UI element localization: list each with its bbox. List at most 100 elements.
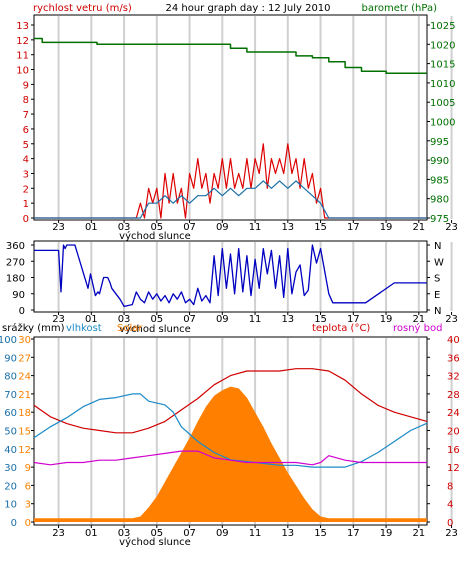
x-tick-label: 05 [150, 314, 163, 325]
y-tick-label: 70 [4, 390, 17, 401]
x-tick-label: 01 [85, 314, 98, 325]
x-tick-label: 15 [314, 222, 327, 233]
chart2-x-ticks: 23 01 03 05 07 09 11 13 15 17 19 21 23 [52, 312, 458, 325]
y-tick-label: S [434, 274, 440, 285]
y-tick-label: 12 [16, 36, 29, 47]
x-tick-label: 05 [150, 528, 163, 539]
y-tick-label: 4 [447, 500, 453, 511]
chart2-left-ticks: 0 90 180 270 360 [6, 241, 34, 317]
y-tick-label: 0 [25, 518, 31, 529]
chart1-x-ticks: 23 01 03 05 07 09 11 13 15 17 19 21 23 [52, 220, 458, 233]
x-tick-label: 23 [445, 528, 458, 539]
y-tick-label: 13 [16, 21, 29, 32]
x-tick-label: 23 [52, 314, 65, 325]
y-tick-label: 985 [430, 175, 449, 186]
y-tick-label: 24 [447, 408, 460, 419]
y-tick-label: 0 [447, 518, 453, 529]
y-tick-label: 32 [447, 372, 460, 383]
x-tick-label: 03 [118, 314, 131, 325]
chart3-right-ticks: 0 4 8 12 16 20 24 28 32 36 40 [427, 335, 460, 529]
x-tick-label: 17 [347, 222, 360, 233]
y-tick-label: 10 [4, 500, 17, 511]
x-tick-label: 21 [412, 528, 425, 539]
y-tick-label: 24 [18, 372, 31, 383]
chart3-legend-precipitation: srážky (mm) [2, 322, 65, 334]
y-tick-label: 27 [18, 353, 31, 364]
series-barometr-hpa- [34, 37, 427, 75]
y-tick-label: 6 [23, 125, 29, 136]
y-tick-label: 12 [18, 445, 31, 456]
x-tick-label: 13 [281, 222, 294, 233]
y-tick-label: 90 [4, 353, 17, 364]
series-rosn-bod [33, 450, 427, 466]
y-tick-label: 1025 [430, 21, 455, 32]
x-tick-label: 05 [150, 222, 163, 233]
chart1-plot-frame [33, 14, 428, 221]
x-tick-label: 21 [412, 222, 425, 233]
chart1-x-annotation: východ slunce [119, 230, 191, 242]
y-tick-label: 9 [23, 80, 29, 91]
y-tick-label: 3 [25, 500, 31, 511]
y-tick-label: 2 [23, 184, 29, 195]
y-tick-label: 60 [4, 408, 17, 419]
x-tick-label: 19 [380, 314, 393, 325]
y-tick-label: 1010 [430, 79, 455, 90]
y-tick-label: 30 [18, 335, 31, 346]
x-tick-label: 11 [249, 314, 262, 325]
y-tick-label: 5 [23, 140, 29, 151]
x-tick-label: 13 [281, 528, 294, 539]
series-vlhkost [33, 393, 428, 468]
chart3-x-ticks: 23 01 03 05 07 09 11 13 15 17 19 21 23 [52, 525, 458, 539]
y-tick-label: 995 [430, 137, 449, 148]
x-tick-label: 03 [118, 222, 131, 233]
series-rychlost-vetru-m-s-gust [34, 143, 427, 219]
x-tick-label: 07 [183, 314, 196, 325]
chart1-right-axis-label: barometr (hPa) [362, 3, 438, 14]
chart3-axis2-ticks: 0 3 6 9 12 15 18 21 24 27 30 [18, 335, 34, 529]
y-tick-label: 1000 [430, 118, 455, 129]
chart2-x-annotation: východ slunce [119, 323, 191, 335]
y-tick-label: 1015 [430, 60, 455, 71]
y-tick-label: 180 [6, 274, 25, 285]
x-tick-label: 11 [249, 222, 262, 233]
chart3-series [33, 368, 428, 522]
y-tick-label: 18 [18, 408, 31, 419]
x-tick-label: 19 [380, 222, 393, 233]
x-tick-label: 01 [85, 528, 98, 539]
y-tick-label: 20 [447, 427, 460, 438]
y-tick-label: 975 [430, 214, 449, 225]
chart3-legend-solar: Solar [117, 323, 143, 334]
y-tick-label: 40 [4, 445, 17, 456]
y-tick-label: 3 [23, 169, 29, 180]
y-tick-label: 50 [4, 427, 17, 438]
y-tick-label: 28 [447, 390, 460, 401]
y-tick-label: 10 [16, 66, 29, 77]
chart2-plot-frame [33, 240, 428, 313]
x-tick-label: 03 [118, 528, 131, 539]
x-tick-label: 15 [314, 528, 327, 539]
x-tick-label: 07 [183, 222, 196, 233]
chart1-series [34, 37, 427, 219]
x-tick-label: 17 [347, 528, 360, 539]
y-tick-label: 15 [18, 427, 31, 438]
chart3-legend-temperature: teplota (°C) [312, 323, 370, 334]
y-tick-label: 100 [0, 335, 17, 346]
y-tick-label: 21 [18, 390, 31, 401]
y-tick-label: 1020 [430, 40, 455, 51]
y-tick-label: 8 [23, 95, 29, 106]
y-tick-label: 7 [23, 110, 29, 121]
y-tick-label: 0 [11, 518, 17, 529]
x-tick-label: 23 [52, 222, 65, 233]
y-tick-label: W [434, 257, 444, 268]
y-tick-label: 0 [19, 306, 25, 317]
chart3-x-annotation: východ slunce [119, 536, 191, 548]
x-tick-label: 15 [314, 314, 327, 325]
y-tick-label: 11 [16, 51, 29, 62]
series-solar [34, 386, 427, 522]
y-tick-label: 8 [447, 481, 453, 492]
x-tick-label: 01 [85, 222, 98, 233]
y-tick-label: 990 [430, 156, 449, 167]
y-tick-label: 40 [447, 335, 460, 346]
